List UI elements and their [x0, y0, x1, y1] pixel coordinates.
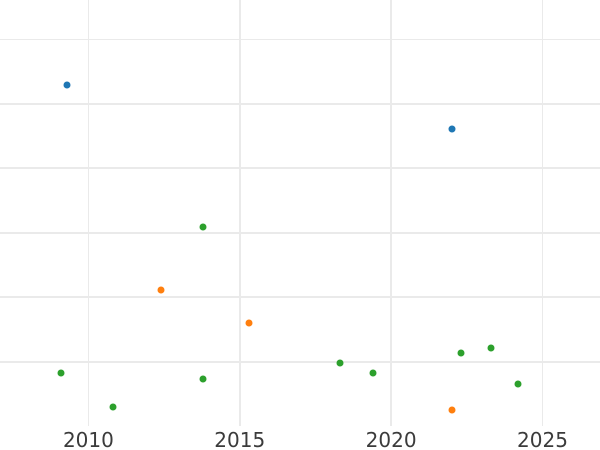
gridline-vertical [87, 0, 90, 426]
gridline-horizontal [0, 296, 600, 299]
scatter-point-green [199, 375, 207, 382]
scatter-point-green [514, 380, 522, 388]
scatter-point-orange [245, 319, 253, 327]
scatter-point-green [109, 403, 117, 411]
gridline-horizontal [0, 103, 600, 105]
gridline-vertical [541, 0, 544, 426]
gridline-horizontal [0, 38, 600, 41]
scatter-point-green [57, 369, 65, 377]
scatter-point-blue [63, 81, 71, 89]
gridline-horizontal [0, 231, 600, 234]
scatter-point-orange [448, 406, 456, 414]
scatter-point-green [336, 359, 344, 367]
scatter-point-green [457, 349, 465, 357]
scatter-point-green [487, 344, 495, 352]
gridline-horizontal [0, 360, 600, 363]
gridline-vertical [390, 0, 392, 426]
scatter-point-green [199, 223, 207, 231]
x-tick-label: 2020 [365, 428, 417, 450]
gridline-vertical [238, 0, 241, 426]
gridline-horizontal [0, 167, 600, 170]
x-tick-label: 2015 [214, 428, 266, 450]
x-tick-label: 2010 [62, 428, 114, 450]
scatter-point-green [369, 369, 377, 377]
x-tick-label: 2025 [517, 428, 568, 450]
scatter-point-blue [448, 125, 456, 133]
scatter-point-orange [157, 286, 165, 294]
